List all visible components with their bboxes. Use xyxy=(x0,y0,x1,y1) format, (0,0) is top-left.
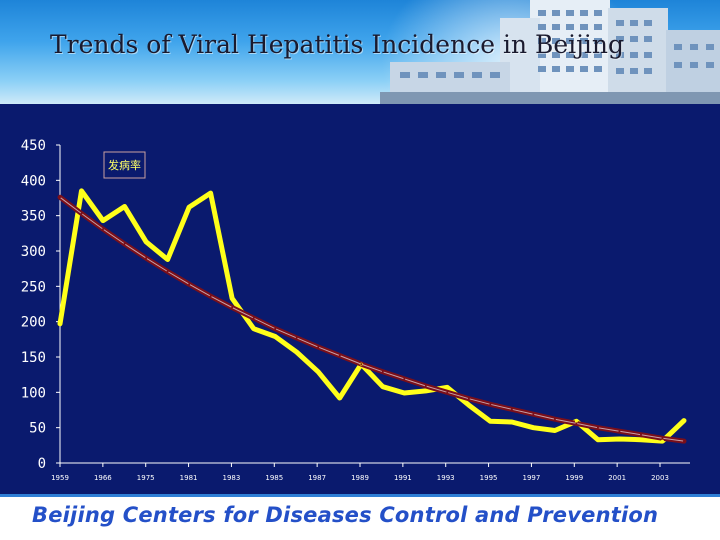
incidence-data-point xyxy=(574,419,578,423)
incidence-data-point xyxy=(488,419,492,423)
legend-label: 发病率 xyxy=(108,158,141,172)
y-tick-label: 350 xyxy=(21,209,46,225)
trend-data-point xyxy=(209,295,212,298)
incidence-data-point xyxy=(166,257,170,261)
trend-data-point xyxy=(532,413,535,416)
y-tick-label: 100 xyxy=(21,385,46,401)
incidence-data-point xyxy=(338,396,342,400)
footer-organization: Beijing Centers for Diseases Control and… xyxy=(32,503,659,527)
y-tick-label: 0 xyxy=(38,456,46,472)
x-tick-label: 1999 xyxy=(565,474,583,482)
hospital-building-image xyxy=(380,0,720,104)
x-tick-label: 1981 xyxy=(180,474,198,482)
y-tick-label: 150 xyxy=(21,350,46,366)
incidence-chart: 0 50 100 150 200 250 300 350 400 450 1959 1966 1975 1… xyxy=(21,138,690,482)
trend-data-point xyxy=(553,418,556,421)
series-line-incidence xyxy=(57,188,687,444)
trend-data-point xyxy=(123,242,126,245)
x-tick-label: 1966 xyxy=(94,474,112,482)
trend-data-point xyxy=(510,408,513,411)
trend-data-point xyxy=(317,346,320,349)
incidence-data-point xyxy=(252,327,256,331)
incidence-data-point xyxy=(596,438,600,442)
y-tick-label: 400 xyxy=(21,173,46,189)
incidence-data-point xyxy=(295,350,299,354)
trend-data-point xyxy=(618,430,621,433)
x-tick-label: 1959 xyxy=(51,474,69,482)
incidence-data-point xyxy=(531,426,535,430)
trend-data-point xyxy=(295,336,298,339)
trend-data-point xyxy=(683,440,685,443)
x-tick-label: 2001 xyxy=(608,474,626,482)
incidence-data-point xyxy=(510,420,514,424)
incidence-data-point xyxy=(424,389,428,393)
incidence-data-point xyxy=(144,240,148,244)
incidence-data-point xyxy=(381,385,385,389)
trend-data-point xyxy=(424,384,427,387)
incidence-data-point xyxy=(58,322,62,326)
trend-data-point xyxy=(661,437,664,440)
trend-data-point xyxy=(231,306,234,309)
incidence-data-point xyxy=(101,219,105,223)
incidence-data-point xyxy=(316,370,320,374)
incidence-data-point xyxy=(553,428,557,432)
y-tick-label: 450 xyxy=(21,138,46,154)
incidence-data-point xyxy=(467,403,471,407)
legend-box xyxy=(103,151,146,179)
trend-data-point xyxy=(145,257,148,260)
incidence-data-point xyxy=(209,191,213,195)
footer-divider xyxy=(0,494,720,497)
x-tick-label: 1991 xyxy=(394,474,412,482)
trend-data-point xyxy=(360,363,363,366)
trend-data-point xyxy=(102,228,105,231)
trend-data-point xyxy=(166,270,169,273)
x-tick-label: 1983 xyxy=(223,474,241,482)
x-tick-label: 1985 xyxy=(265,474,283,482)
incidence-data-point xyxy=(123,204,127,208)
incidence-data-point xyxy=(617,437,621,441)
trend-data-point xyxy=(403,377,406,380)
header-banner: Trends of Viral Hepatitis Incidence in B… xyxy=(0,0,720,104)
x-tick-label: 1975 xyxy=(137,474,155,482)
trend-data-point xyxy=(381,370,384,373)
x-tick-label: 1989 xyxy=(351,474,369,482)
incidence-data-point xyxy=(230,296,234,300)
incidence-data-point xyxy=(80,189,84,193)
trend-data-point xyxy=(338,354,341,357)
incidence-data-point xyxy=(402,391,406,395)
trend-line xyxy=(57,194,687,444)
trend-data-point xyxy=(596,426,599,429)
trend-data-point xyxy=(252,317,255,320)
y-tick-label: 250 xyxy=(21,279,46,295)
x-tick-label: 1987 xyxy=(308,474,326,482)
x-tick-label: 1997 xyxy=(523,474,541,482)
trend-data-point xyxy=(489,403,492,406)
incidence-data-point xyxy=(682,419,686,423)
x-tick-label: 1993 xyxy=(437,474,455,482)
trend-data-point xyxy=(575,422,578,425)
incidence-data-point xyxy=(273,335,277,339)
y-tick-label: 200 xyxy=(21,315,46,331)
trend-data-point xyxy=(446,391,449,394)
y-tick-label: 50 xyxy=(29,421,46,437)
y-tick-label: 300 xyxy=(21,244,46,260)
footer-bar xyxy=(0,494,720,540)
x-tick-label: 1995 xyxy=(480,474,498,482)
trend-data-point xyxy=(80,212,83,215)
trend-data-point xyxy=(188,283,191,286)
x-tick-label: 2003 xyxy=(651,474,669,482)
trend-data-point xyxy=(639,433,642,436)
trend-data-point xyxy=(274,327,277,330)
trend-data-point xyxy=(467,397,470,400)
incidence-data-point xyxy=(639,438,643,442)
trend-line-highlight xyxy=(59,196,685,442)
incidence-data-point xyxy=(445,385,449,389)
page-title: Trends of Viral Hepatitis Incidence in B… xyxy=(50,30,624,59)
incidence-data-point xyxy=(187,205,191,209)
trend-data-point xyxy=(59,196,61,199)
incidence-data-point xyxy=(660,439,664,443)
